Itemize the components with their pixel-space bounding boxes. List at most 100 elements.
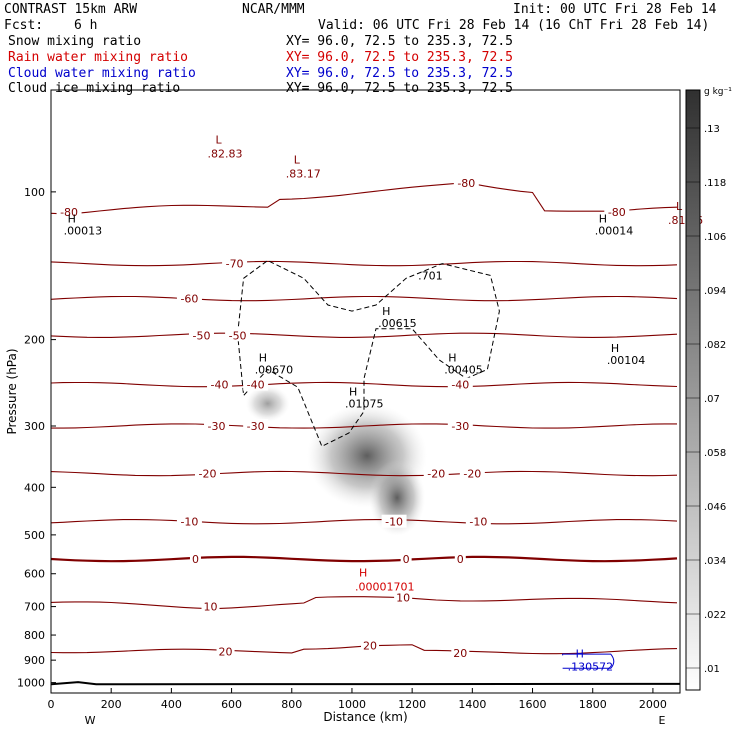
contour-label: -30 bbox=[247, 420, 265, 433]
plot-frame bbox=[50, 89, 681, 694]
field-xy-snow: XY= 96.0, 72.5 to 235.3, 72.5 bbox=[286, 34, 513, 49]
valid-time: Valid: 06 UTC Fri 28 Feb 14 (16 ChT Fri … bbox=[318, 18, 710, 33]
y-tick-label: 500 bbox=[24, 529, 45, 542]
contour-label: -20 bbox=[199, 468, 217, 481]
contour-label-bg bbox=[225, 328, 251, 342]
field-xy-cloudwater: XY= 96.0, 72.5 to 235.3, 72.5 bbox=[286, 66, 513, 81]
contour-label-bg bbox=[189, 552, 201, 566]
colorbar-tick-label: .094 bbox=[704, 286, 726, 297]
y-tick-label: 100 bbox=[24, 186, 45, 199]
x-tick-label: 0 bbox=[48, 698, 55, 711]
contour-label: -80 bbox=[608, 206, 626, 219]
contour-label: -80 bbox=[457, 177, 475, 190]
contour-label: -20 bbox=[463, 468, 481, 481]
contour-label-bg bbox=[454, 552, 466, 566]
contour-label-bg bbox=[459, 466, 485, 480]
colorbar-unit: g kg⁻¹ bbox=[704, 87, 732, 97]
contour-label: -10 bbox=[180, 516, 198, 529]
field-xy-cloudice: XY= 96.0, 72.5 to 235.3, 72.5 bbox=[286, 81, 513, 96]
colorbar-tick-label: .13 bbox=[704, 124, 720, 135]
contour-label-bg bbox=[447, 377, 473, 391]
snow-max-value: .00104 bbox=[607, 354, 646, 367]
contour-label-bg bbox=[204, 419, 230, 433]
contour-label: 0 bbox=[192, 553, 199, 566]
contour-label-bg bbox=[381, 514, 407, 528]
contour-label: -60 bbox=[180, 293, 198, 306]
contour-label: 20 bbox=[219, 646, 233, 659]
west-label: W bbox=[85, 714, 96, 727]
east-label: E bbox=[658, 714, 665, 727]
x-tick-label: 1600 bbox=[519, 698, 547, 711]
center-title: NCAR/MMM bbox=[242, 2, 305, 17]
temperature-contour bbox=[51, 519, 678, 525]
snow-max-marker: H bbox=[448, 351, 456, 364]
contour-label: -50 bbox=[229, 329, 247, 342]
colorbar-tick-label: .106 bbox=[704, 232, 726, 243]
contour-label-bg bbox=[423, 466, 449, 480]
y-tick-label: 400 bbox=[24, 481, 45, 494]
x-tick-label: 200 bbox=[101, 698, 122, 711]
y-tick-label: 1000 bbox=[17, 677, 45, 690]
temperature-contour bbox=[51, 596, 678, 610]
temperature-contour bbox=[51, 555, 678, 563]
snow-max-value: .01075 bbox=[345, 398, 384, 411]
contour-label: 10 bbox=[396, 591, 410, 604]
temperature-contour bbox=[51, 470, 678, 477]
contour-label: 0 bbox=[457, 553, 464, 566]
contour-label: -40 bbox=[451, 379, 469, 392]
contour-label: -10 bbox=[385, 516, 403, 529]
snow-max-marker: H bbox=[259, 351, 267, 364]
snow-max-value: .00014 bbox=[595, 225, 634, 238]
contour-label-bg bbox=[176, 291, 202, 305]
colorbar-tick-label: .022 bbox=[704, 610, 726, 621]
contour-label-bg bbox=[400, 552, 412, 566]
contour-label-bg bbox=[194, 466, 220, 480]
cloudwater-max-marker: H bbox=[576, 648, 584, 661]
y-tick-label: 300 bbox=[24, 420, 45, 433]
contour-label-bg bbox=[243, 377, 269, 391]
contour-label-bg bbox=[394, 590, 413, 604]
contour-label-bg bbox=[243, 419, 269, 433]
surface-line bbox=[51, 681, 680, 686]
x-tick-label: 400 bbox=[161, 698, 182, 711]
contour-label: -20 bbox=[427, 468, 445, 481]
low-value: .82.83 bbox=[207, 148, 242, 161]
low-value: .83.17 bbox=[286, 167, 321, 180]
temperature-contour bbox=[51, 260, 678, 267]
colorbar-tick-label: .01 bbox=[704, 664, 720, 675]
contour-label-bg bbox=[216, 644, 235, 658]
rain-max-value: .00001701 bbox=[355, 580, 415, 593]
contour-label: -80 bbox=[60, 206, 78, 219]
x-tick-label: 1200 bbox=[398, 698, 426, 711]
low-marker: L bbox=[676, 200, 683, 213]
colorbar-tick-label: .118 bbox=[704, 178, 726, 189]
snow-max-marker: H bbox=[349, 386, 357, 399]
contour-label-bg bbox=[361, 638, 380, 652]
colorbar-tick-label: .082 bbox=[704, 340, 726, 351]
y-tick-label: 200 bbox=[24, 334, 45, 347]
contour-label-bg bbox=[207, 377, 233, 391]
contour-label: -30 bbox=[208, 420, 226, 433]
contour-label: -70 bbox=[226, 258, 244, 271]
y-tick-label: 900 bbox=[24, 654, 45, 667]
colorbar-tick-label: .058 bbox=[704, 448, 726, 459]
snow-max-marker: H bbox=[611, 342, 619, 355]
x-tick-label: 600 bbox=[221, 698, 242, 711]
fcst-value: 6 h bbox=[74, 18, 98, 33]
colorbar-tick-label: .07 bbox=[704, 394, 720, 405]
cloud-ice-contour bbox=[237, 259, 500, 447]
x-tick-label: 2000 bbox=[639, 698, 667, 711]
contour-label: -40 bbox=[211, 379, 229, 392]
x-tick-label: 800 bbox=[281, 698, 302, 711]
contour-label-bg bbox=[465, 514, 491, 528]
y-tick-label: 700 bbox=[24, 601, 45, 614]
snow-max-marker: H bbox=[382, 305, 390, 318]
field-name-snow: Snow mixing ratio bbox=[8, 34, 142, 49]
contour-label: 0 bbox=[403, 553, 410, 566]
contour-label: 10 bbox=[204, 601, 218, 614]
x-tick-label: 1800 bbox=[579, 698, 607, 711]
contour-label-bg bbox=[453, 176, 479, 190]
temperature-contour bbox=[51, 182, 678, 215]
colorbar-tick-label: .046 bbox=[704, 502, 726, 513]
